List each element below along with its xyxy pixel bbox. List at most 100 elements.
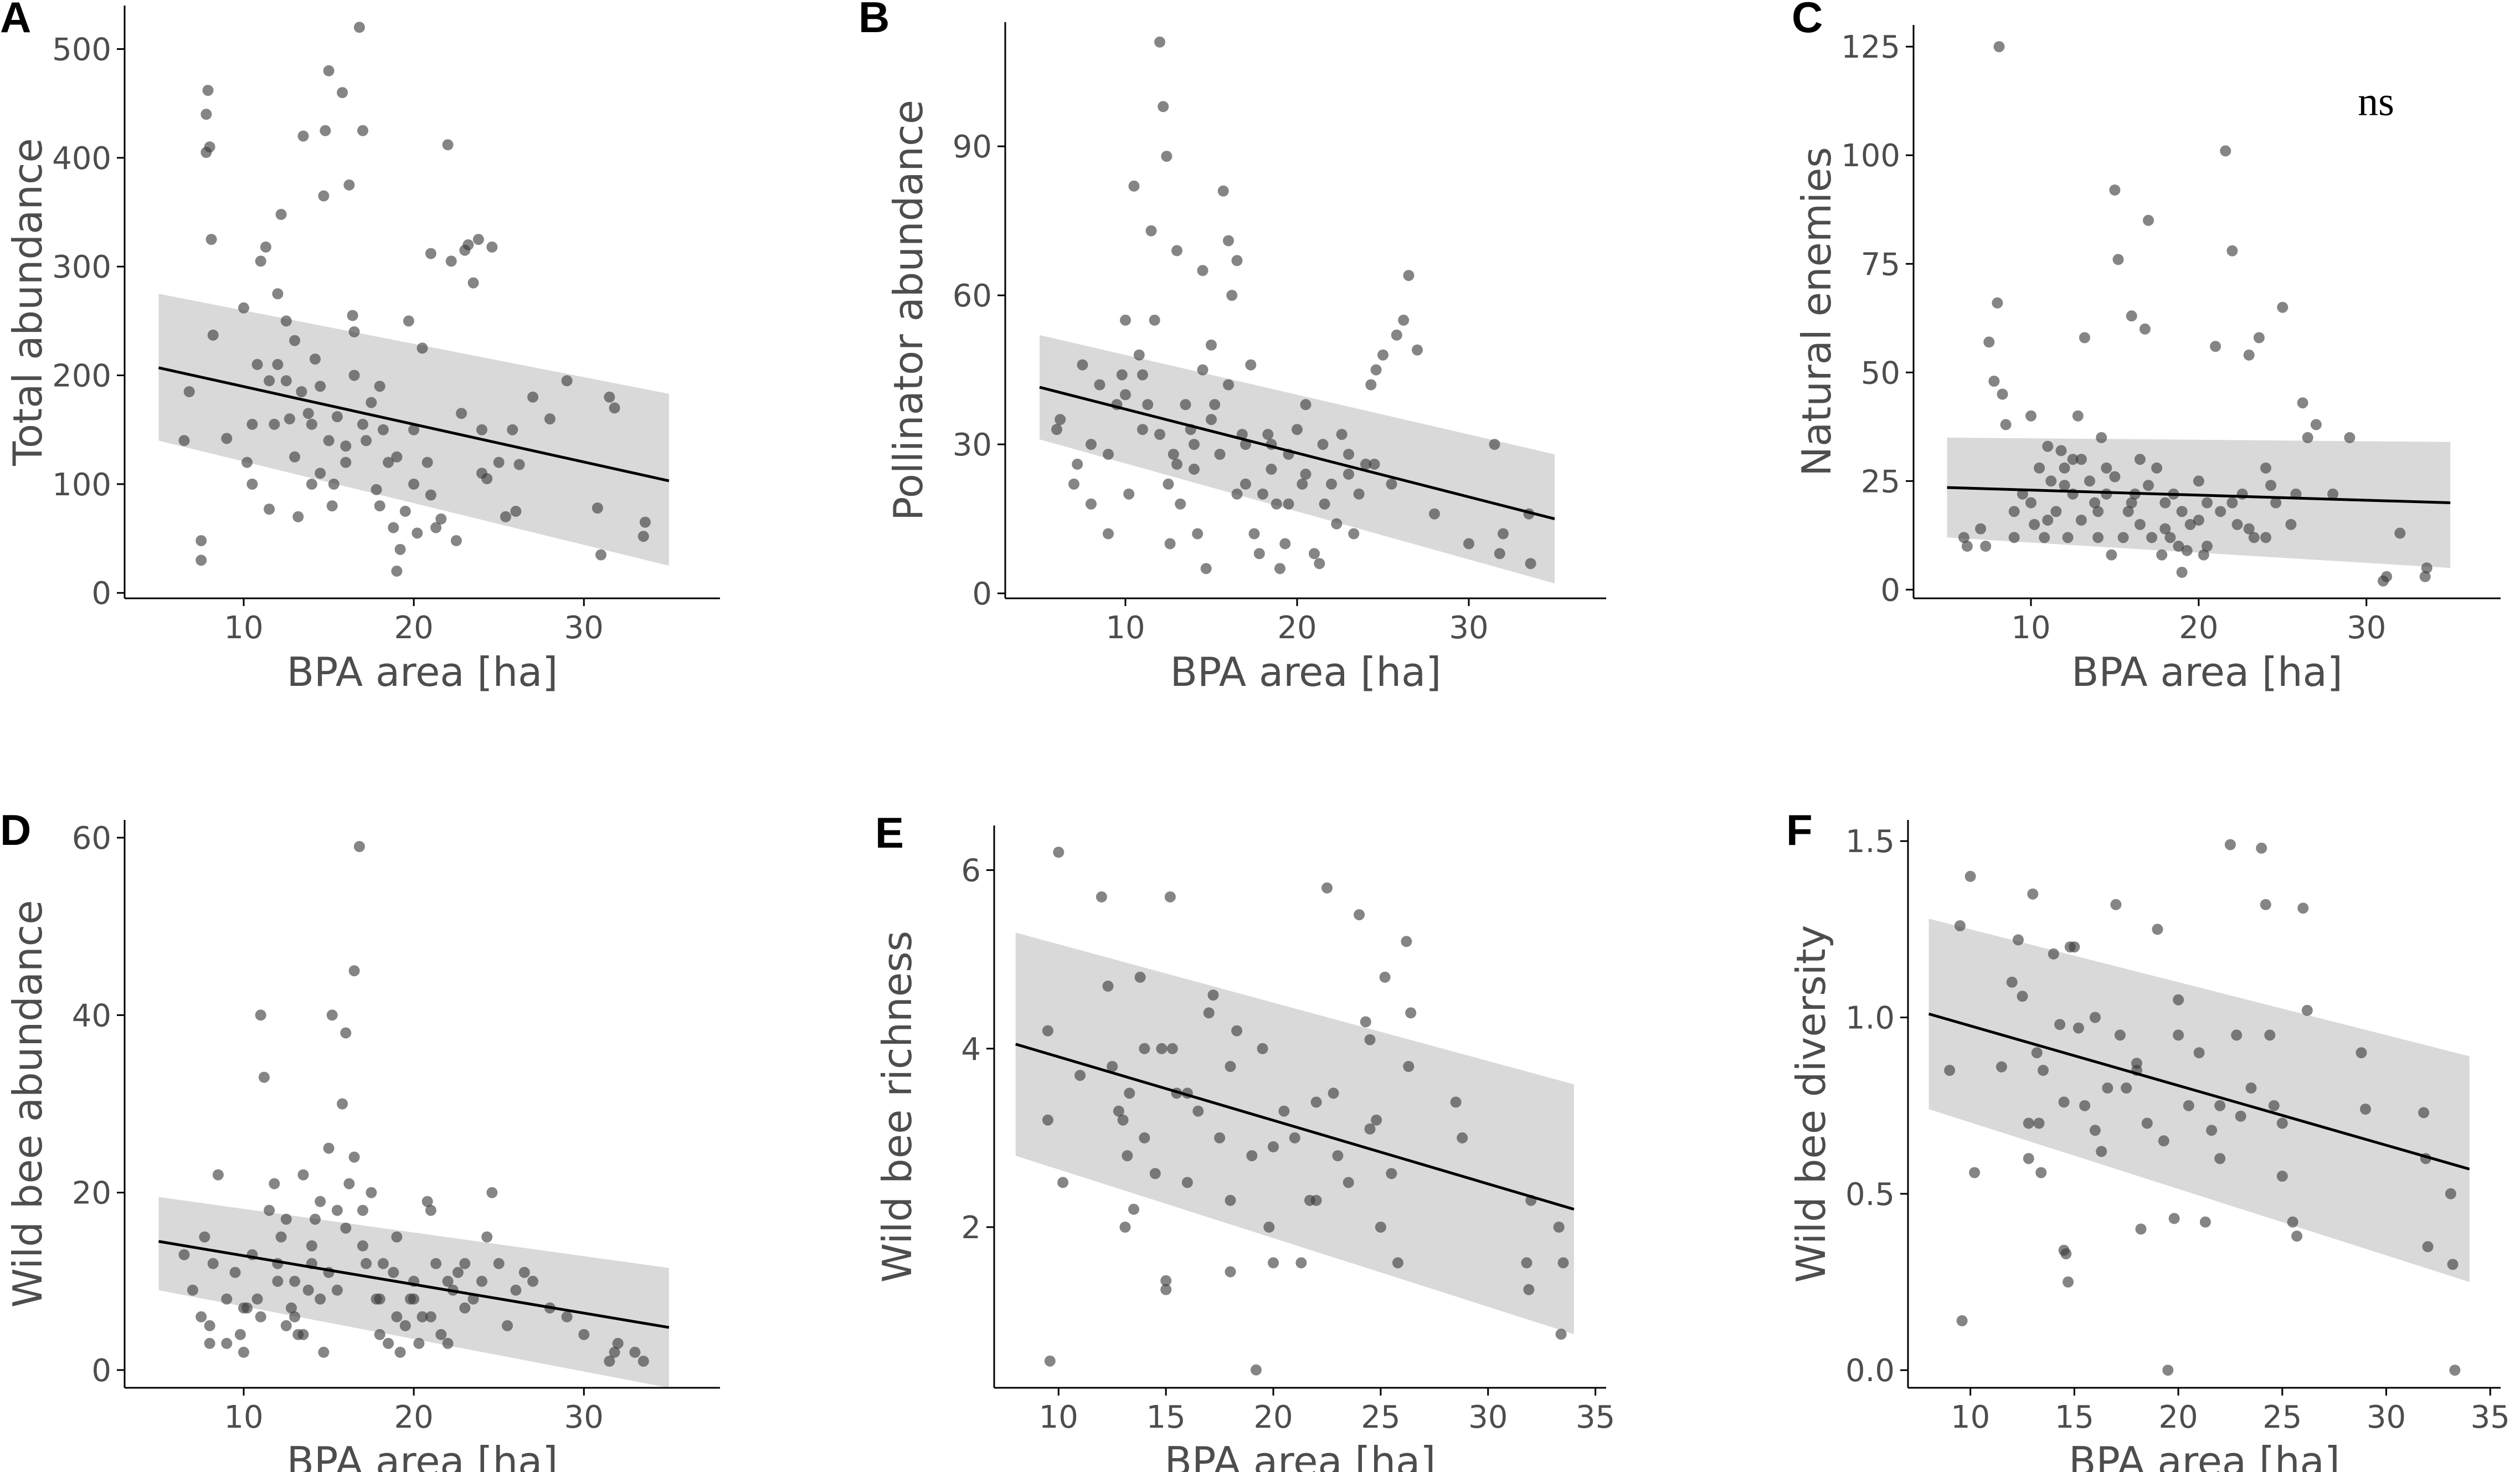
data-point (1225, 1266, 1236, 1278)
data-point (205, 234, 217, 245)
panel-label: D (0, 806, 31, 854)
data-point (1231, 255, 1243, 266)
data-point (1206, 339, 1217, 351)
data-point (2008, 506, 2020, 517)
data-point (408, 424, 420, 435)
data-point (1377, 349, 1388, 361)
data-point (1983, 336, 1995, 348)
data-point (1077, 359, 1088, 371)
data-point (1993, 41, 2005, 53)
data-point (1128, 180, 1140, 192)
data-point (2079, 332, 2090, 343)
y-tick-label: 400 (52, 141, 111, 177)
data-point (2173, 994, 2184, 1006)
data-point (1161, 151, 1172, 162)
data-point (310, 1213, 321, 1225)
data-point (1042, 1025, 1053, 1037)
data-point (2199, 1216, 2211, 1228)
x-tick-label: 20 (2179, 610, 2218, 646)
x-tick-label: 20 (1277, 610, 1316, 646)
data-point (486, 241, 498, 253)
data-point (1523, 1284, 1535, 1295)
data-point (399, 505, 411, 517)
data-point (353, 22, 365, 33)
data-point (2206, 1125, 2218, 1136)
data-point (289, 451, 301, 463)
data-point (1145, 225, 1157, 237)
data-point (234, 1329, 246, 1340)
data-point (1139, 1043, 1150, 1054)
data-point (472, 234, 484, 245)
data-point (2089, 1125, 2101, 1136)
x-tick-label: 25 (2262, 1399, 2302, 1435)
data-point (1120, 314, 1131, 326)
data-point (527, 391, 539, 403)
data-point (1164, 891, 1176, 902)
data-point (1231, 1025, 1243, 1037)
data-point (2072, 410, 2084, 422)
data-point (1343, 1177, 1354, 1188)
regression-line (1015, 1043, 1575, 1211)
x-tick-label: 15 (1146, 1399, 1186, 1435)
data-point (2158, 1135, 2169, 1147)
data-point (1498, 528, 1509, 540)
data-point (1225, 1194, 1236, 1206)
data-point (2059, 462, 2070, 474)
y-tick-label: 1.5 (1845, 824, 1895, 860)
data-point (1292, 424, 1303, 435)
data-point (2202, 497, 2213, 509)
data-point (2193, 1047, 2205, 1059)
data-point (1386, 1168, 1397, 1179)
data-point (1180, 399, 1191, 411)
data-point (1314, 558, 1325, 570)
data-point (604, 391, 615, 403)
data-point (1379, 971, 1391, 983)
regression-line (158, 1240, 670, 1329)
data-point (1168, 449, 1179, 460)
data-point (340, 440, 352, 452)
data-point (1128, 1203, 1139, 1215)
data-point (1107, 1061, 1118, 1072)
data-point (2025, 410, 2036, 422)
data-point (326, 500, 338, 512)
data-point (357, 418, 368, 430)
data-point (510, 1284, 522, 1296)
data-point (1094, 379, 1105, 391)
data-point (280, 1213, 292, 1225)
data-point (442, 1275, 454, 1287)
data-point (1068, 478, 1079, 490)
data-point (403, 315, 414, 327)
data-point (337, 1098, 348, 1110)
data-point (1197, 364, 1208, 376)
data-point (1214, 449, 1226, 460)
data-point (343, 179, 355, 191)
data-point (1317, 439, 1329, 450)
data-point (2110, 899, 2122, 910)
data-point (2173, 1029, 2184, 1041)
data-point (1122, 1150, 1133, 1162)
data-point (2231, 519, 2243, 530)
data-point (289, 335, 301, 346)
data-point (1246, 1150, 1258, 1162)
data-point (425, 1311, 436, 1322)
data-point (2033, 1117, 2045, 1129)
x-tick-label: 10 (224, 1399, 263, 1435)
data-point (258, 1071, 270, 1083)
data-point (394, 1346, 406, 1358)
data-point (1164, 538, 1176, 550)
data-point (2173, 540, 2184, 552)
panel-b: 10 20 30 0 30 60 90 BPA area [ha] Pollinator abu… (858, 0, 1606, 695)
data-point (284, 413, 295, 425)
data-point (2062, 532, 2074, 543)
data-point (391, 565, 403, 577)
data-point (527, 1275, 539, 1287)
x-axis-title: BPA area [ha] (287, 649, 558, 695)
data-point (2193, 514, 2204, 526)
data-point (1310, 1194, 1322, 1206)
data-point (2176, 567, 2188, 578)
data-point (318, 1346, 330, 1358)
y-tick-label: 0 (91, 1353, 111, 1389)
panel-label: F (1786, 806, 1813, 854)
data-point (1392, 1257, 1403, 1269)
data-point (1321, 882, 1333, 894)
